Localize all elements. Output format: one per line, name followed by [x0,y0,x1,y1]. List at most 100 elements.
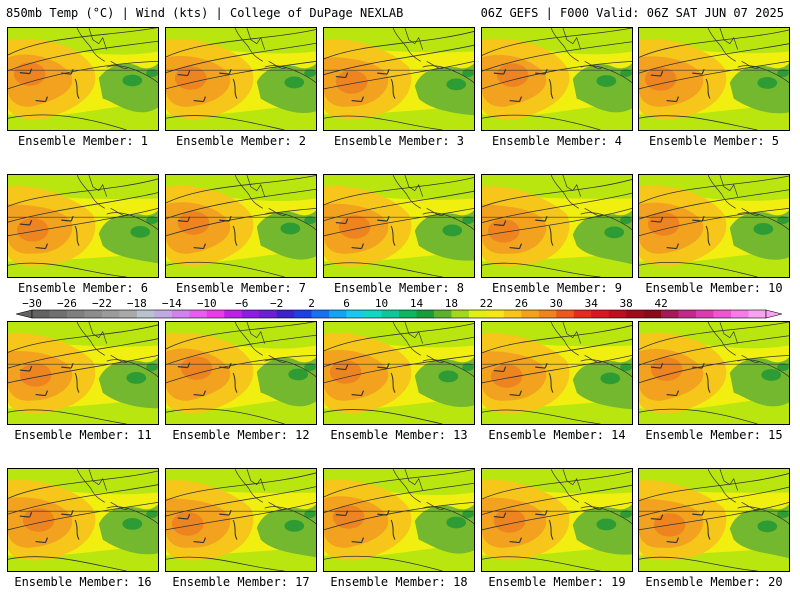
colorbar-low-arrow [15,309,33,319]
colorbar-swatch [154,310,173,318]
ensemble-member-label: Ensemble Member: 13 [330,428,468,442]
ensemble-member-map [638,468,790,572]
ensemble-member-map [323,321,475,425]
temperature-wind-map [8,28,158,130]
temperature-wind-map [482,28,632,130]
ensemble-member-label: Ensemble Member: 16 [14,575,152,589]
ensemble-member-label: Ensemble Member: 18 [330,575,468,589]
colorbar-swatch [748,310,767,318]
colorbar-tick-label: 2 [308,297,315,310]
colorbar-swatch [294,310,312,318]
temperature-colorbar: −30 −26 −22 −18 −14 −10 −6 −2 2 6 10 14 18 22 26 30 34 38… [15,297,783,319]
figure-title: 850mb Temp (°C) | Wind (kts) | College o… [6,6,404,20]
ensemble-member-label: Ensemble Member: 12 [172,428,310,442]
temperature-wind-map [639,28,789,130]
colorbar-swatch [486,310,505,318]
colorbar-swatch [329,310,347,318]
colorbar-swatch [364,310,382,318]
temperature-wind-map [8,175,158,277]
ensemble-member-map [7,468,159,572]
ensemble-member-map [165,174,317,278]
model-valid-time: 06Z GEFS | F000 Valid: 06Z SAT JUN 07 20… [480,6,784,20]
temperature-wind-map [482,175,632,277]
temperature-wind-map [8,469,158,571]
temperature-wind-map [482,322,632,424]
colorbar-swatch [346,310,365,318]
colorbar-tick-label: −30 [22,297,42,310]
temperature-wind-map [639,469,789,571]
colorbar-swatch [556,310,575,318]
ensemble-member-label: Ensemble Member: 2 [175,134,307,148]
temperature-wind-map [166,28,316,130]
ensemble-member-map [638,27,790,131]
ensemble-member-label: Ensemble Member: 11 [14,428,152,442]
ensemble-member-label: Ensemble Member: 19 [488,575,626,589]
colorbar-tick-label: 42 [655,297,668,310]
colorbar-swatch [416,310,435,318]
ensemble-member-label: Ensemble Member: 17 [172,575,310,589]
colorbar-tick-label: 30 [550,297,563,310]
colorbar-swatch [713,310,732,318]
colorbar-tick-label: −10 [197,297,217,310]
ensemble-member-label: Ensemble Member: 20 [645,575,783,589]
colorbar-tick-label: 10 [375,297,388,310]
colorbar-tick-label: −6 [235,297,248,310]
colorbar-tick-label: −14 [162,297,182,310]
ensemble-member-map [638,174,790,278]
colorbar-swatch [224,310,243,318]
colorbar-swatch [399,310,417,318]
colorbar-tick-label: 26 [515,297,528,310]
colorbar-tick-label: −22 [92,297,112,310]
ensemble-member-label: Ensemble Member: 3 [333,134,465,148]
colorbar-high-arrow [765,309,783,319]
colorbar-swatch [206,310,225,318]
temperature-wind-map [639,175,789,277]
ensemble-member-map [481,468,633,572]
ensemble-member-map [165,27,317,131]
colorbar-tick-label: 22 [480,297,493,310]
ensemble-member-map [481,321,633,425]
temperature-wind-map [166,322,316,424]
ensemble-member-label: Ensemble Member: 7 [175,281,307,295]
colorbar-swatch [241,310,260,318]
temperature-wind-map [324,28,474,130]
temperature-wind-map [8,322,158,424]
colorbar-tick-label: −2 [270,297,283,310]
colorbar-swatch [643,310,662,318]
temperature-wind-map [166,469,316,571]
ensemble-member-map [165,321,317,425]
colorbar-tick-label: 14 [410,297,424,310]
ensemble-member-label: Ensemble Member: 14 [488,428,626,442]
colorbar-swatch [119,310,138,318]
colorbar-swatch [381,310,400,318]
colorbar-swatch [731,310,749,318]
ensemble-member-map [481,27,633,131]
colorbar-swatch [573,310,592,318]
ensemble-member-label: Ensemble Member: 4 [491,134,623,148]
colorbar-swatch [32,310,50,318]
ensemble-member-map [323,174,475,278]
ensemble-member-map [7,174,159,278]
colorbar-swatch [451,310,470,318]
ensemble-member-map [323,468,475,572]
colorbar-swatch [608,310,627,318]
temperature-wind-map [324,175,474,277]
ensemble-member-map [481,174,633,278]
colorbar-tick-label: 6 [343,297,350,310]
colorbar-tick-label: −26 [57,297,77,310]
colorbar-swatch [538,310,557,318]
colorbar-swatch [49,310,68,318]
ensemble-member-label: Ensemble Member: 6 [17,281,149,295]
temperature-wind-map [166,175,316,277]
colorbar-swatch [136,310,155,318]
temperature-wind-map [482,469,632,571]
colorbar-swatch [189,310,208,318]
ensemble-member-label: Ensemble Member: 8 [333,281,465,295]
ensemble-member-label: Ensemble Member: 5 [648,134,780,148]
colorbar-swatch [101,310,120,318]
colorbar-swatch [626,310,644,318]
ensemble-member-label: Ensemble Member: 9 [491,281,623,295]
temperature-wind-map [324,322,474,424]
colorbar-swatch [66,310,85,318]
colorbar-tick-label: −18 [127,297,147,310]
